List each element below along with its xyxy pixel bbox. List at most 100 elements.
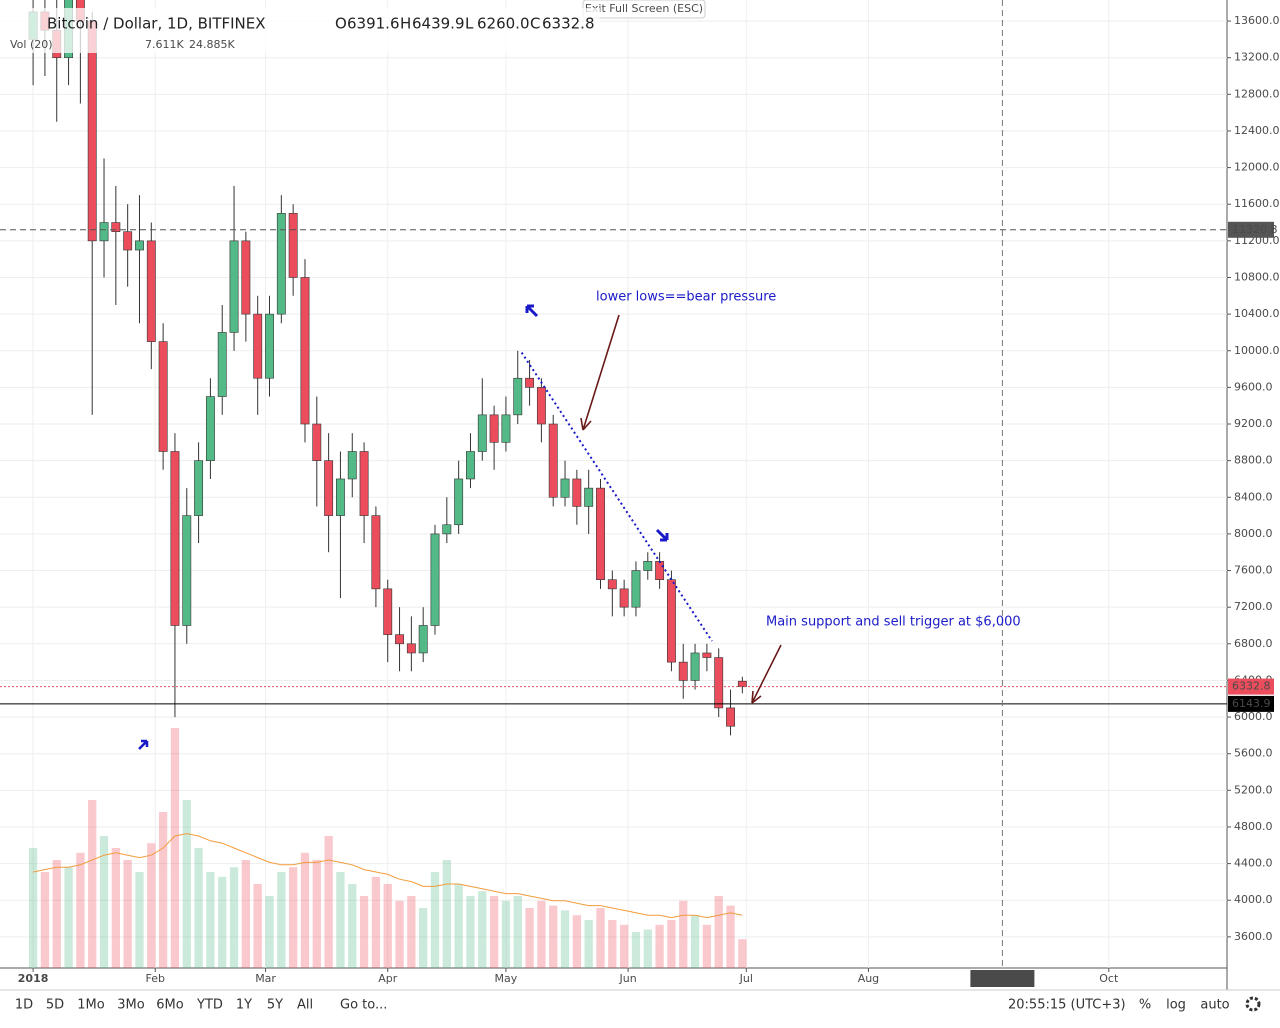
crosshair-label: 2018-09-04 (970, 972, 1034, 985)
y-tick-label: 8400.0 (1234, 490, 1273, 503)
volume-bar (643, 929, 652, 968)
candle-body (406, 643, 416, 654)
scale-option[interactable]: % (1139, 998, 1151, 1013)
range-button[interactable]: 1Mo (77, 998, 104, 1013)
candle-body (442, 524, 452, 535)
ohlc-label: H (400, 15, 411, 33)
arrow (751, 644, 782, 704)
candle-body (466, 451, 475, 480)
volume-bar (478, 891, 487, 968)
volume-bar (501, 900, 511, 968)
volume-bar (300, 852, 310, 968)
candle-body (217, 332, 227, 397)
exit-label[interactable]: Exit Full Screen (ESC) (585, 2, 703, 15)
range-button[interactable]: 5Y (267, 998, 283, 1013)
candle-body (371, 515, 381, 590)
volume-bar (560, 910, 570, 968)
range-button[interactable]: 3Mo (117, 998, 144, 1013)
volume-bar (655, 924, 664, 968)
arrow (655, 528, 669, 542)
ohlc-value: 6439.9 (412, 15, 465, 33)
volume-bar (312, 860, 321, 968)
candle-body (430, 533, 440, 626)
y-tick-label: 12400.0 (1234, 124, 1280, 137)
range-button[interactable]: All (297, 998, 313, 1013)
volume-bar (135, 872, 144, 968)
candle-body (229, 240, 239, 333)
candle-body (678, 661, 688, 681)
candle-body (158, 341, 168, 452)
candle-body (359, 451, 369, 516)
volume-bar (348, 884, 357, 968)
volume-bar (395, 900, 404, 968)
crosshair-label-box (970, 970, 1035, 987)
candle-body (596, 487, 605, 581)
volume-bar (28, 848, 38, 968)
range-button[interactable]: 6Mo (156, 998, 183, 1013)
candle-body (205, 396, 215, 461)
candle-body (123, 231, 133, 251)
scale-option[interactable]: log (1166, 998, 1186, 1013)
x-tick-label: 2018 (18, 972, 49, 985)
volume-bar (158, 812, 168, 968)
volume-bar (336, 872, 345, 968)
candle-body (194, 460, 204, 516)
volume-bar (229, 867, 239, 968)
x-tick-label: Jul (739, 972, 753, 985)
ohlc-value: 6260.0 (477, 15, 530, 33)
candle-body (714, 657, 724, 709)
volume-bar (324, 836, 333, 968)
ohlc-value: 6332.8 (542, 15, 595, 33)
candle-body (276, 213, 286, 315)
volume-bar (714, 896, 723, 968)
volume-bar (430, 872, 440, 968)
candle-body (560, 478, 570, 498)
volume-bar (123, 860, 132, 968)
ohlc-label: C (530, 15, 540, 33)
volume-bar (182, 800, 191, 968)
volume-bar (631, 932, 641, 968)
candle-body (383, 588, 393, 635)
y-tick-label: 11600.0 (1234, 197, 1280, 210)
volume-bar (194, 848, 203, 968)
range-button[interactable]: 5D (46, 998, 64, 1013)
volume-bar (690, 915, 700, 968)
ohlc-label: L (465, 15, 474, 33)
candle-body (336, 478, 345, 516)
goto-button[interactable]: Go to... (340, 998, 387, 1013)
y-tick-label: 7600.0 (1234, 564, 1273, 577)
y-tick-label: 12000.0 (1234, 161, 1280, 174)
header-bg (0, 8, 600, 53)
candle-body (265, 313, 274, 379)
clock: 20:55:15 (UTC+3) (1008, 998, 1126, 1013)
scale-option[interactable]: auto (1200, 998, 1229, 1013)
x-tick-label: Oct (1099, 972, 1119, 985)
candle-body (454, 478, 464, 526)
y-tick-label: 4400.0 (1234, 857, 1273, 870)
annotation: lower lows==bear pressure (596, 290, 776, 305)
volume-bar (572, 915, 581, 968)
x-tick-label: Apr (378, 972, 398, 985)
y-tick-label: 13600.0 (1234, 14, 1280, 27)
candle-body (312, 423, 322, 461)
volume-ma-line (32, 833, 743, 919)
y-tick-label: 8000.0 (1234, 527, 1273, 540)
candle-body (418, 625, 428, 654)
range-button[interactable]: 1D (15, 998, 33, 1013)
candle-body (300, 277, 310, 425)
candle-body (690, 652, 700, 681)
volume-bar (241, 860, 251, 968)
candle-body (182, 515, 192, 626)
candle-body (572, 478, 582, 507)
volume-bar (608, 920, 617, 968)
y-tick-label: 3600.0 (1234, 930, 1273, 943)
settings-icon[interactable] (1245, 996, 1261, 1012)
volume-bar (289, 867, 298, 968)
volume-bar (265, 896, 274, 968)
volume-bar (702, 924, 712, 968)
volume-bar (359, 896, 369, 968)
range-button[interactable]: 1Y (236, 998, 252, 1013)
range-button[interactable]: YTD (196, 998, 223, 1013)
